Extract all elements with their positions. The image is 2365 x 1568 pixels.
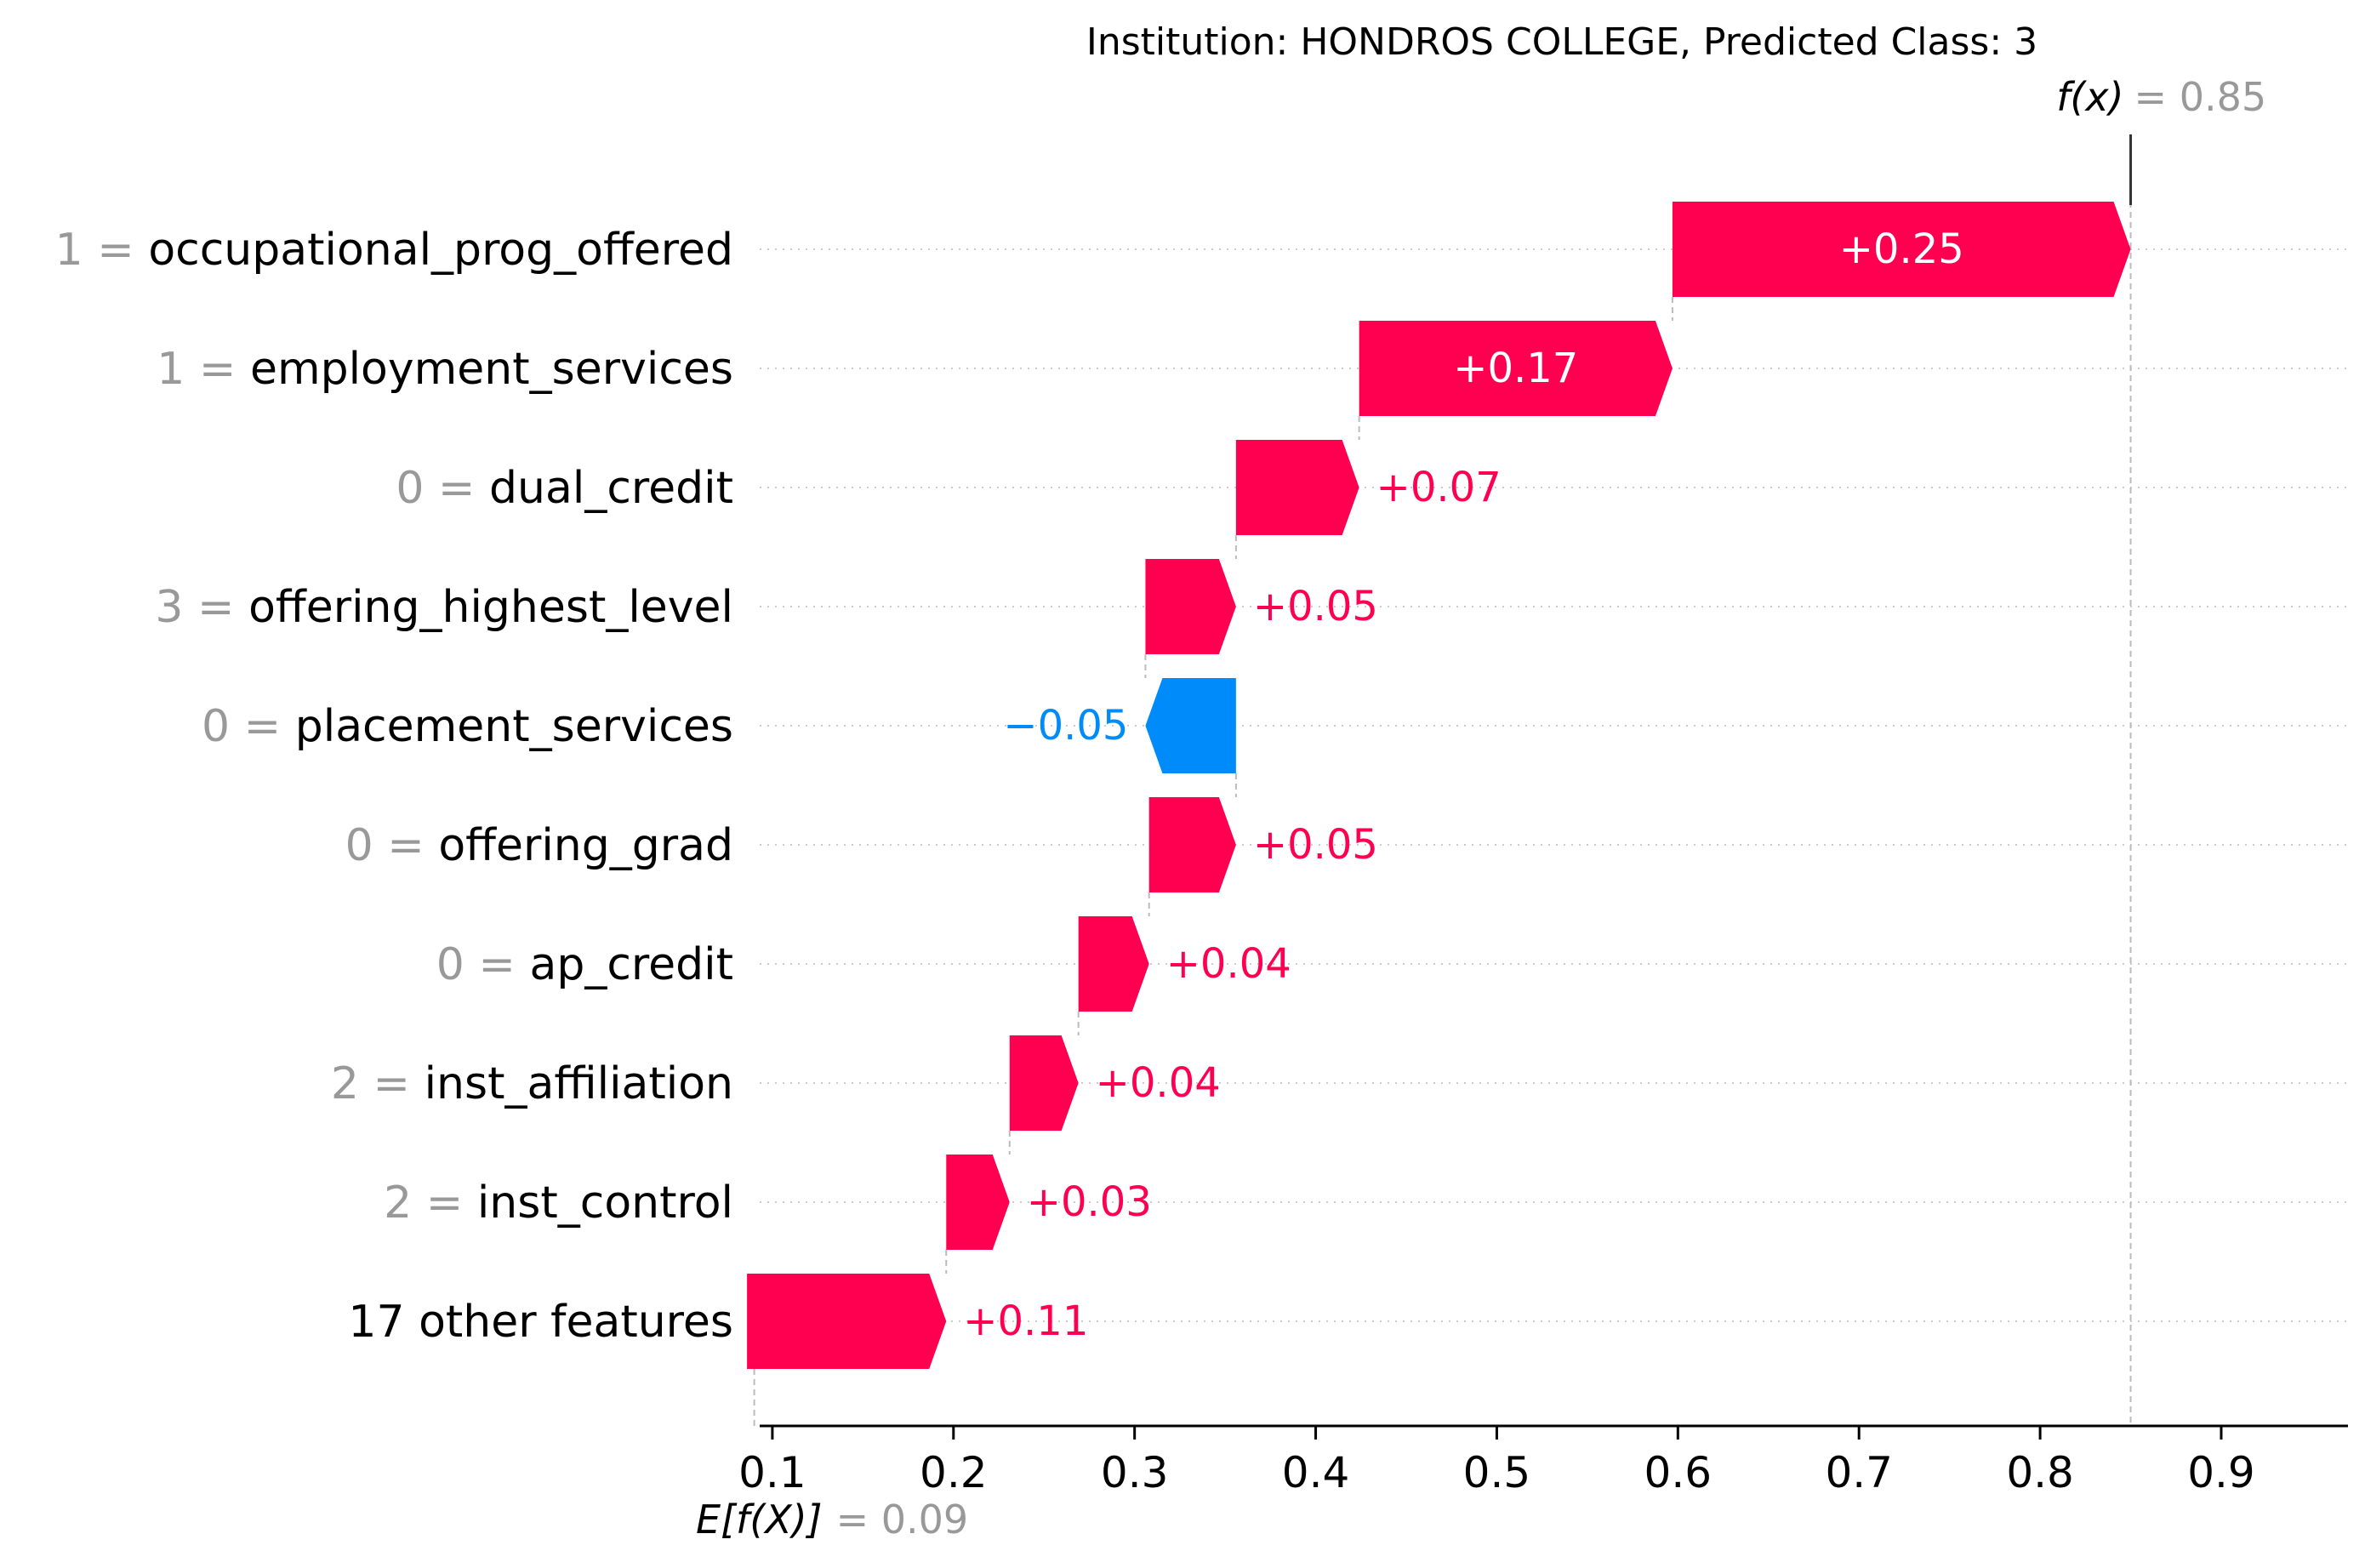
bar-value-label: +0.05 <box>1253 583 1378 630</box>
feature-name: ap_credit <box>529 939 733 990</box>
x-tick-label: 0.7 <box>1825 1448 1893 1497</box>
feature-value: 3 <box>155 582 183 633</box>
feature-value: 2 <box>331 1058 359 1109</box>
base-label: E[f(X)] <box>696 1497 823 1542</box>
x-tick-label: 0.8 <box>2006 1448 2074 1497</box>
feature-label: 1 = employment_services <box>157 344 733 395</box>
x-tick-label: 0.1 <box>738 1448 806 1497</box>
base-value: = 0.09 <box>836 1497 969 1542</box>
x-tick-label: 0.5 <box>1463 1448 1531 1497</box>
output-value: = 0.85 <box>2134 74 2267 120</box>
bar-value-label: +0.04 <box>1166 940 1291 988</box>
bar-value-label: +0.25 <box>1839 225 1964 273</box>
bar-offering_grad <box>1148 797 1236 892</box>
equals-sign: = <box>373 820 439 871</box>
feature-label: 2 = inst_control <box>384 1177 733 1229</box>
feature-label: 0 = offering_grad <box>345 820 733 871</box>
feature-value: 0 <box>396 463 424 514</box>
bar-employment_services <box>1359 321 1673 416</box>
feature-value: 0 <box>436 939 464 990</box>
feature-value: 0 <box>345 820 373 871</box>
chart-title: Institution: HONDROS COLLEGE, Predicted … <box>1086 20 2037 64</box>
bar-dual_credit <box>1235 440 1359 535</box>
feature-name: employment_services <box>250 344 733 395</box>
bar-inst_control <box>946 1155 1010 1250</box>
feature-name: occupational_prog_offered <box>148 225 733 276</box>
feature-name: offering_grad <box>438 820 733 871</box>
x-tick-label: 0.2 <box>920 1448 988 1497</box>
feature-label: 17 other features <box>348 1297 733 1348</box>
feature-label: 0 = dual_credit <box>396 463 733 514</box>
equals-sign: = <box>412 1177 477 1229</box>
bar-offering_highest_level <box>1145 559 1236 654</box>
feature-label: 0 = placement_services <box>202 701 733 752</box>
x-tick-label: 0.4 <box>1282 1448 1350 1497</box>
bar-value-label: +0.17 <box>1453 345 1578 392</box>
bar-value-label: +0.04 <box>1096 1059 1221 1107</box>
x-tick-label: 0.6 <box>1644 1448 1712 1497</box>
connector-lines <box>753 202 2132 1426</box>
output-label: f(x) <box>2056 74 2123 120</box>
equals-sign: = <box>185 344 250 395</box>
bar-occupational_prog_offered <box>1672 202 2131 297</box>
bar-value-label: +0.03 <box>1027 1178 1152 1226</box>
feature-value: 1 <box>157 344 185 395</box>
x-tick-label: 0.9 <box>2187 1448 2255 1497</box>
bar-value-label: +0.11 <box>963 1297 1088 1345</box>
bar-17-other-features <box>747 1274 947 1369</box>
bars <box>747 202 2131 1369</box>
base-annotation: E[f(X)] = 0.09 <box>696 1497 968 1542</box>
feature-label: 1 = occupational_prog_offered <box>55 225 733 276</box>
feature-value: 0 <box>202 701 230 752</box>
bar-ap_credit <box>1078 916 1149 1012</box>
x-axis: 0.1 0.2 0.3 0.4 0.5 0.6 0.7 0.8 0.9 <box>738 1424 2348 1497</box>
bar-labels: +0.25 +0.17 +0.07 +0.05 −0.05 +0.05 +0.04 +0.04… <box>963 225 1964 1345</box>
bar-value-label: +0.05 <box>1253 821 1378 869</box>
feature-label: 2 = inst_affiliation <box>331 1058 733 1109</box>
feature-value: 2 <box>384 1177 412 1229</box>
x-tick-label: 0.3 <box>1101 1448 1169 1497</box>
equals-sign: = <box>230 701 295 752</box>
bar-value-label: −0.05 <box>1003 702 1128 750</box>
feature-name: placement_services <box>295 701 733 752</box>
feature-value: 1 <box>55 225 83 276</box>
bar-placement_services <box>1145 678 1236 773</box>
feature-label: 3 = offering_highest_level <box>155 582 733 633</box>
equals-sign: = <box>464 939 530 990</box>
bar-inst_affiliation <box>1009 1035 1079 1131</box>
equals-sign: = <box>183 582 248 633</box>
feature-name: inst_affiliation <box>425 1058 733 1109</box>
bar-value-label: +0.07 <box>1376 464 1502 511</box>
equals-sign: = <box>83 225 149 276</box>
equals-sign: = <box>424 463 489 514</box>
feature-label: 0 = ap_credit <box>436 939 733 990</box>
feature-name: dual_credit <box>489 463 733 514</box>
feature-name: offering_highest_level <box>248 582 733 633</box>
output-annotation: f(x) = 0.85 <box>2056 74 2266 205</box>
equals-sign: = <box>359 1058 425 1109</box>
feature-name: 17 other features <box>348 1297 733 1348</box>
feature-name: inst_control <box>477 1177 733 1229</box>
